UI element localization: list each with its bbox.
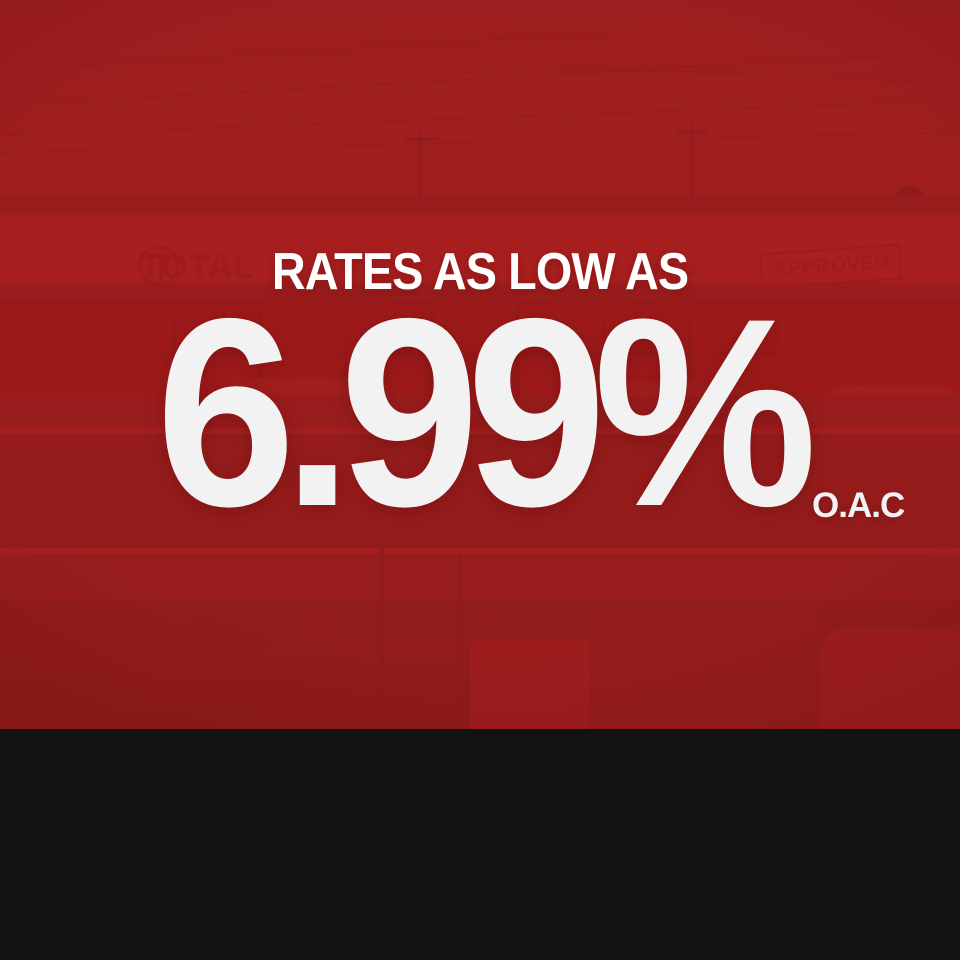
vignette [0,0,960,729]
rate-value: 6.99% [155,262,818,562]
red-tint-overlay [0,0,960,729]
lender-logos-footer: Scotiabank® CIBC [0,729,960,960]
hero-section: TOTAL ONE IS APPROVED [0,0,960,729]
headline: RATES AS LOW AS [271,243,689,301]
rate-container: 6.99% [0,262,960,562]
oac-disclaimer: O.A.C [812,486,905,525]
